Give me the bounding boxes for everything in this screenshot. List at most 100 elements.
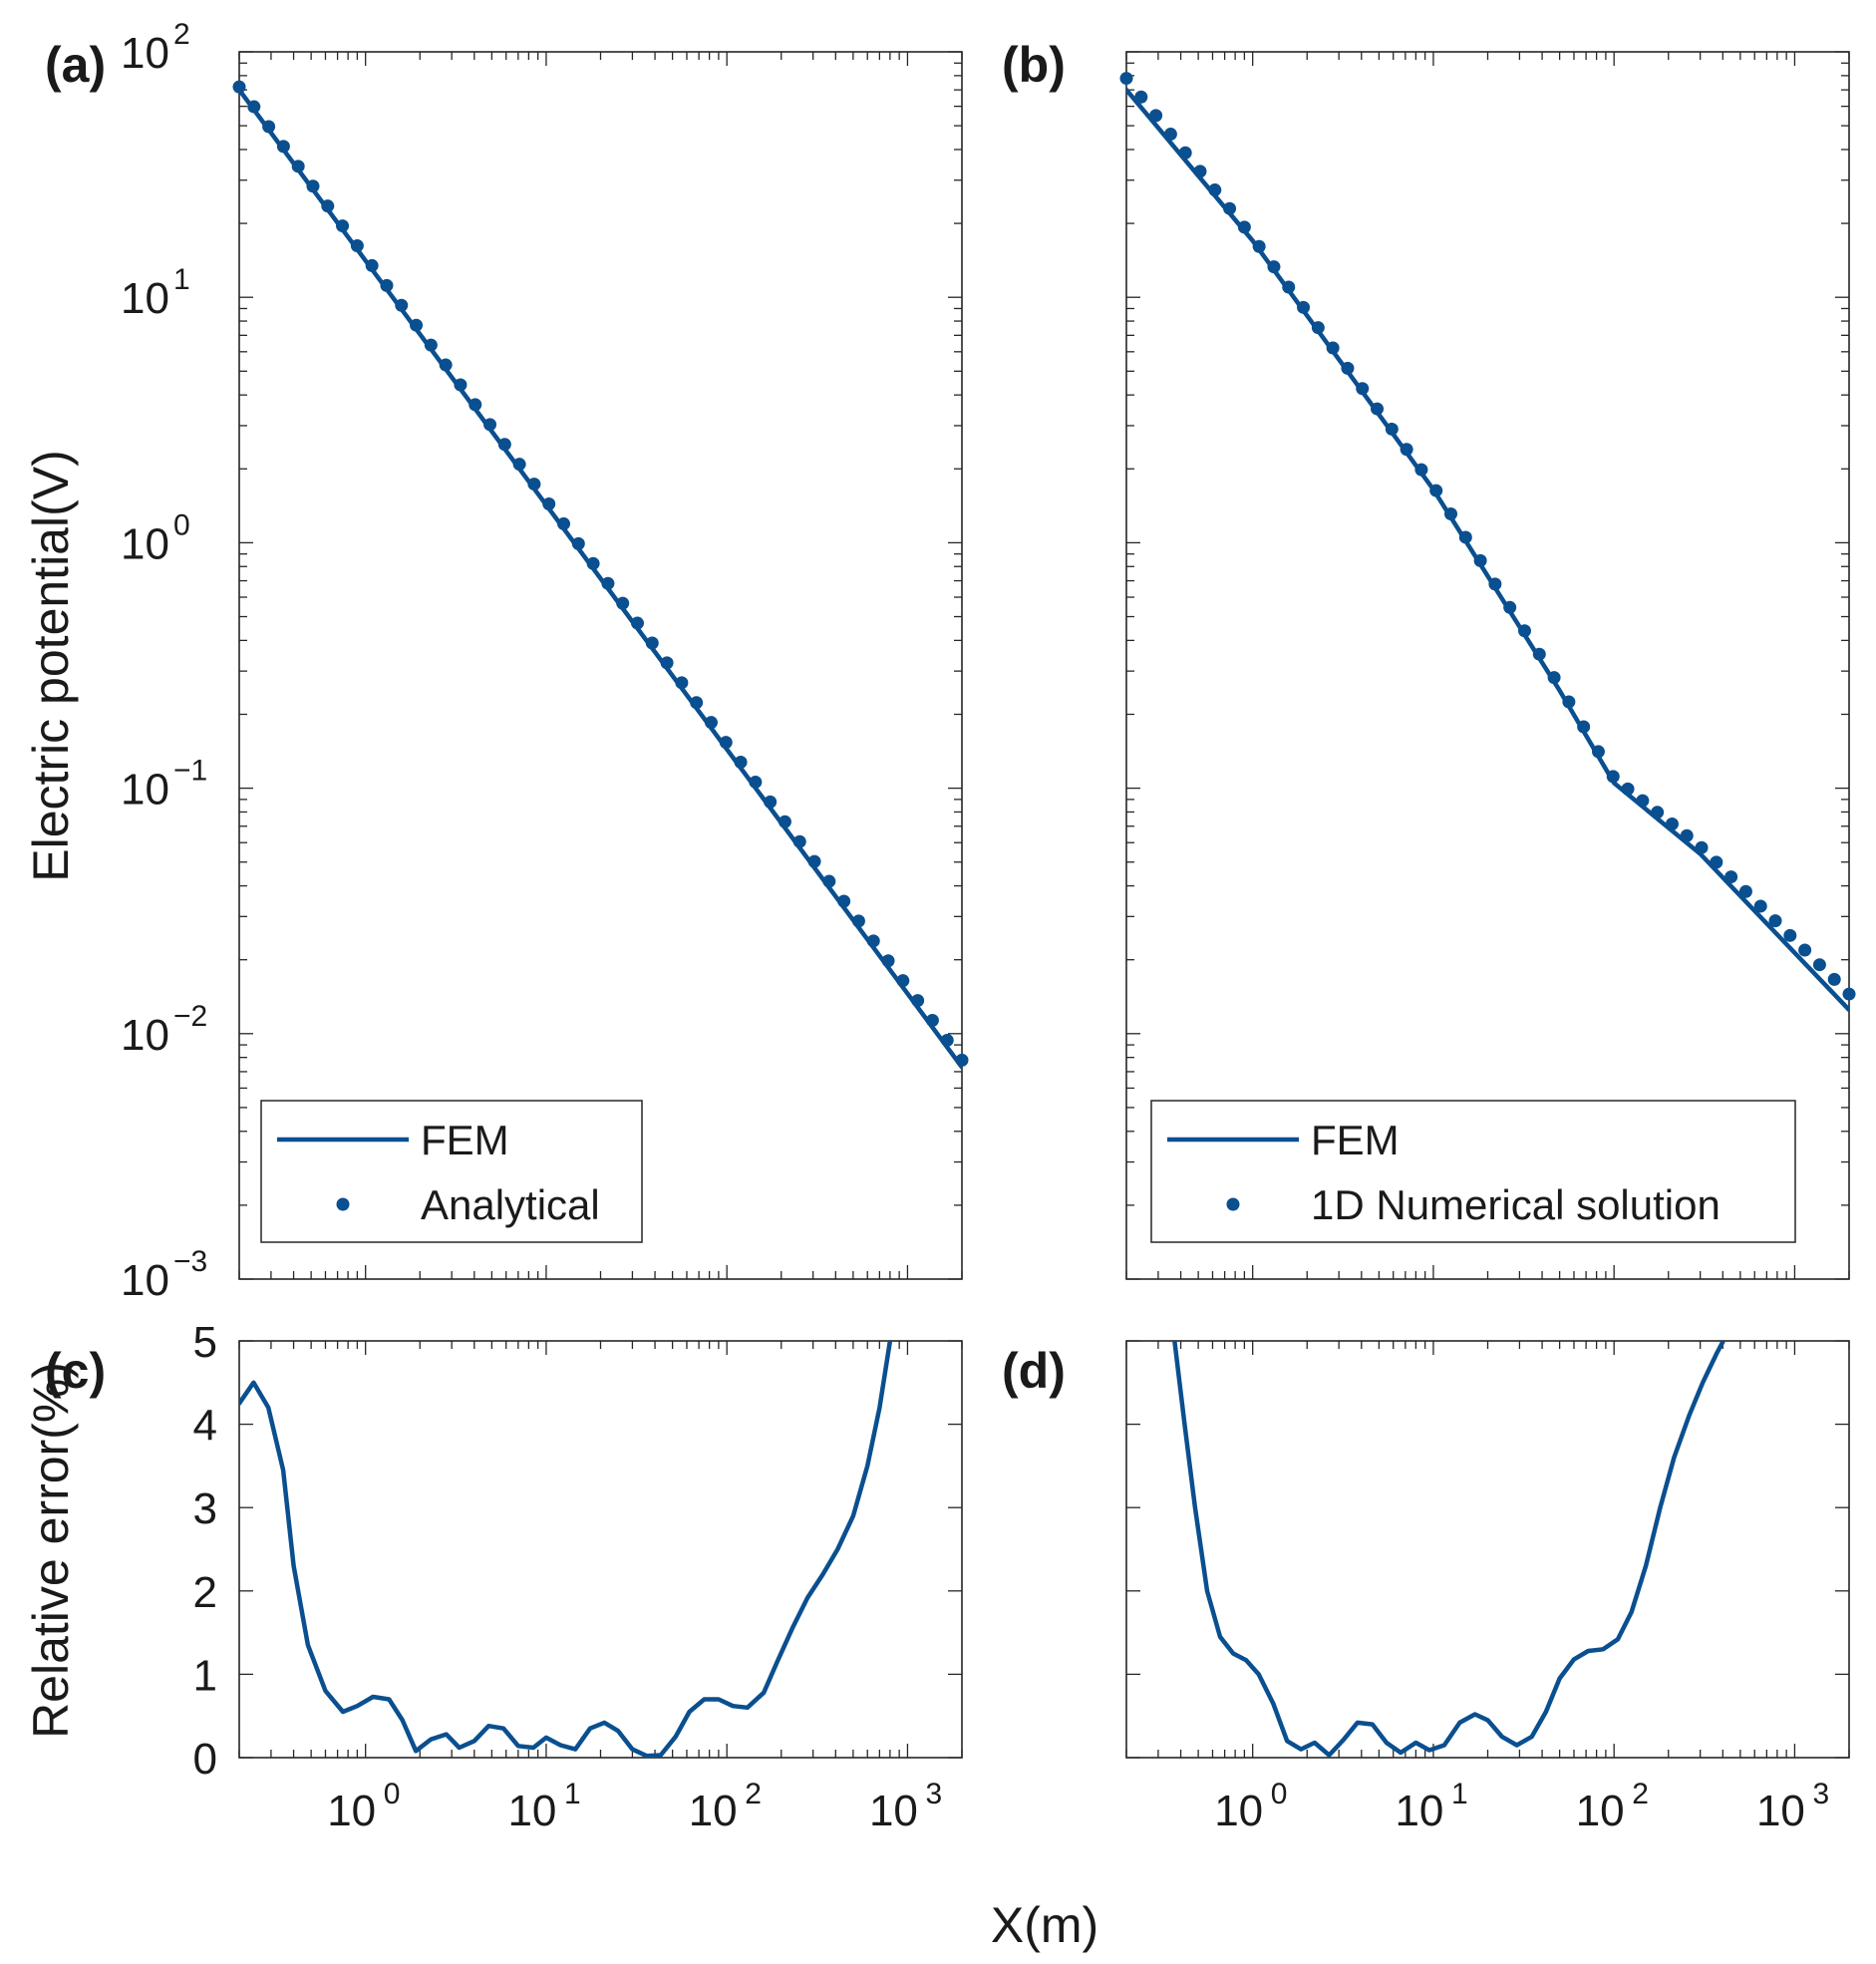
panel-a-legend-label-reference: Analytical bbox=[421, 1181, 600, 1228]
panel-a-marker bbox=[778, 815, 791, 828]
panel-a-marker bbox=[792, 834, 806, 848]
panel-c-x-tick-label: 10 bbox=[689, 1787, 738, 1835]
panel-b-marker bbox=[1798, 943, 1812, 957]
panel-a-marker bbox=[749, 775, 763, 789]
panel-c-y-tick-label: 5 bbox=[193, 1318, 217, 1367]
panel-c-tag: (c) bbox=[45, 1343, 106, 1399]
panel-b-marker bbox=[1458, 530, 1472, 544]
panel-b-marker bbox=[1208, 183, 1222, 197]
panel-b-marker bbox=[1724, 870, 1738, 884]
panel-c-frame bbox=[238, 1340, 963, 1759]
panel-a-marker bbox=[660, 656, 674, 670]
panel-a-marker bbox=[734, 756, 748, 770]
panel-a-marker bbox=[616, 596, 630, 610]
panel-a-y-tick-exponent: 0 bbox=[173, 508, 190, 541]
panel-a-marker bbox=[232, 80, 246, 94]
panel-d-plot-area bbox=[1172, 1341, 1726, 1758]
panel-b-marker bbox=[1356, 382, 1370, 396]
panel-b-marker bbox=[1738, 884, 1752, 898]
panel-b-marker bbox=[1783, 928, 1797, 942]
panel-b-marker bbox=[1488, 577, 1502, 591]
panel-b-marker bbox=[1371, 402, 1385, 416]
panel-b-marker bbox=[1827, 972, 1841, 986]
panel-a-marker bbox=[940, 1033, 954, 1047]
panel-c-y-tick-label: 0 bbox=[193, 1735, 217, 1784]
panel-d-x-tick-label: 10 bbox=[1214, 1787, 1263, 1835]
panel-b-legend-box bbox=[1150, 1100, 1796, 1243]
panel-a-marker bbox=[247, 100, 261, 114]
panel-d-error-line bbox=[1172, 1341, 1726, 1758]
panel-a-marker bbox=[704, 716, 718, 730]
panel-a-legend-label-fem: FEM bbox=[421, 1117, 509, 1163]
panel-a-marker bbox=[365, 258, 379, 272]
panel-a-marker bbox=[837, 894, 851, 908]
panel-d-x-tick-label: 10 bbox=[1576, 1787, 1625, 1835]
panel-b-marker bbox=[1297, 300, 1311, 314]
panel-a-marker bbox=[719, 736, 733, 750]
x-axis-title: X(m) bbox=[991, 1897, 1098, 1953]
panel-a-marker bbox=[571, 536, 585, 550]
panel-a-y-tick-label: 10 bbox=[121, 1011, 169, 1060]
panel-b-marker bbox=[1636, 794, 1650, 808]
panel-b-marker bbox=[1768, 914, 1782, 928]
panel-a-y-tick-exponent: −3 bbox=[173, 1245, 207, 1278]
panel-b-marker bbox=[1429, 484, 1443, 497]
panel-a-y-tick-label: 10 bbox=[121, 29, 169, 78]
panel-a-marker bbox=[851, 914, 865, 928]
panel-b-marker bbox=[1547, 671, 1561, 685]
panel-c-y-tick-label: 4 bbox=[193, 1402, 217, 1451]
panel-a-tag: (a) bbox=[45, 37, 106, 93]
panel-b-marker bbox=[1223, 201, 1237, 215]
panel-b-marker bbox=[1267, 260, 1281, 274]
panel-b-marker bbox=[1665, 818, 1679, 831]
panel-a-marker bbox=[645, 636, 659, 650]
panel-a-marker bbox=[483, 418, 497, 432]
panel-b-marker bbox=[1326, 341, 1340, 355]
panel-a-y-tick-label: 10 bbox=[121, 274, 169, 323]
panel-c-y-tick-label: 2 bbox=[193, 1568, 217, 1617]
panel-b-tag: (b) bbox=[1002, 37, 1066, 93]
panel-a-y-tick-label: 10 bbox=[121, 519, 169, 568]
panel-d-x-tick-exponent: 1 bbox=[1451, 1778, 1468, 1810]
panel-a-marker bbox=[380, 278, 394, 292]
panel-a-marker bbox=[925, 1014, 939, 1028]
panel-b-marker bbox=[1577, 720, 1591, 734]
panel-a-marker bbox=[586, 556, 600, 570]
panel-b-marker bbox=[1414, 463, 1428, 477]
panel-b-marker bbox=[1621, 782, 1635, 796]
panel-b-marker bbox=[1842, 987, 1856, 1001]
panel-b-marker bbox=[1252, 239, 1266, 253]
panel-b-marker bbox=[1651, 806, 1665, 819]
panel-c-error-line bbox=[239, 1341, 893, 1758]
panel-b-marker bbox=[1237, 220, 1251, 234]
frames-layer bbox=[238, 51, 1850, 1759]
panel-b-marker bbox=[1812, 958, 1826, 972]
panel-b-marker bbox=[1163, 128, 1177, 142]
panel-a-legend-marker-swatch bbox=[336, 1197, 350, 1211]
panel-a-marker bbox=[896, 974, 910, 988]
panel-b-marker bbox=[1503, 600, 1517, 614]
panel-b-marker bbox=[1591, 745, 1605, 759]
panel-c-x-tick-label: 10 bbox=[869, 1787, 918, 1835]
panel-b-marker bbox=[1193, 164, 1207, 178]
panel-b-marker bbox=[1753, 899, 1767, 913]
panel-a-y-tick-exponent: 2 bbox=[173, 18, 190, 51]
panel-a-marker bbox=[764, 795, 778, 809]
panel-a-marker bbox=[321, 199, 335, 213]
panel-a-marker bbox=[439, 358, 453, 372]
panel-c-x-tick-exponent: 1 bbox=[564, 1778, 581, 1810]
panel-c-x-tick-label: 10 bbox=[327, 1787, 376, 1835]
panel-a-marker bbox=[911, 994, 925, 1008]
panel-a-marker bbox=[557, 516, 571, 530]
panel-b-marker bbox=[1695, 840, 1709, 854]
panel-a-marker bbox=[410, 318, 424, 332]
panel-b-marker bbox=[1606, 770, 1620, 784]
panel-b-marker bbox=[1710, 855, 1723, 869]
panel-a-y-tick-exponent: 1 bbox=[173, 263, 190, 296]
panel-b-marker bbox=[1562, 695, 1576, 709]
panel-a-y-tick-exponent: −2 bbox=[173, 1000, 207, 1033]
panel-b-legend-marker-swatch bbox=[1226, 1197, 1240, 1211]
panel-d-x-tick-exponent: 2 bbox=[1632, 1778, 1649, 1810]
panel-c-y-tick-label: 3 bbox=[193, 1484, 217, 1533]
panel-b-marker bbox=[1282, 280, 1296, 294]
